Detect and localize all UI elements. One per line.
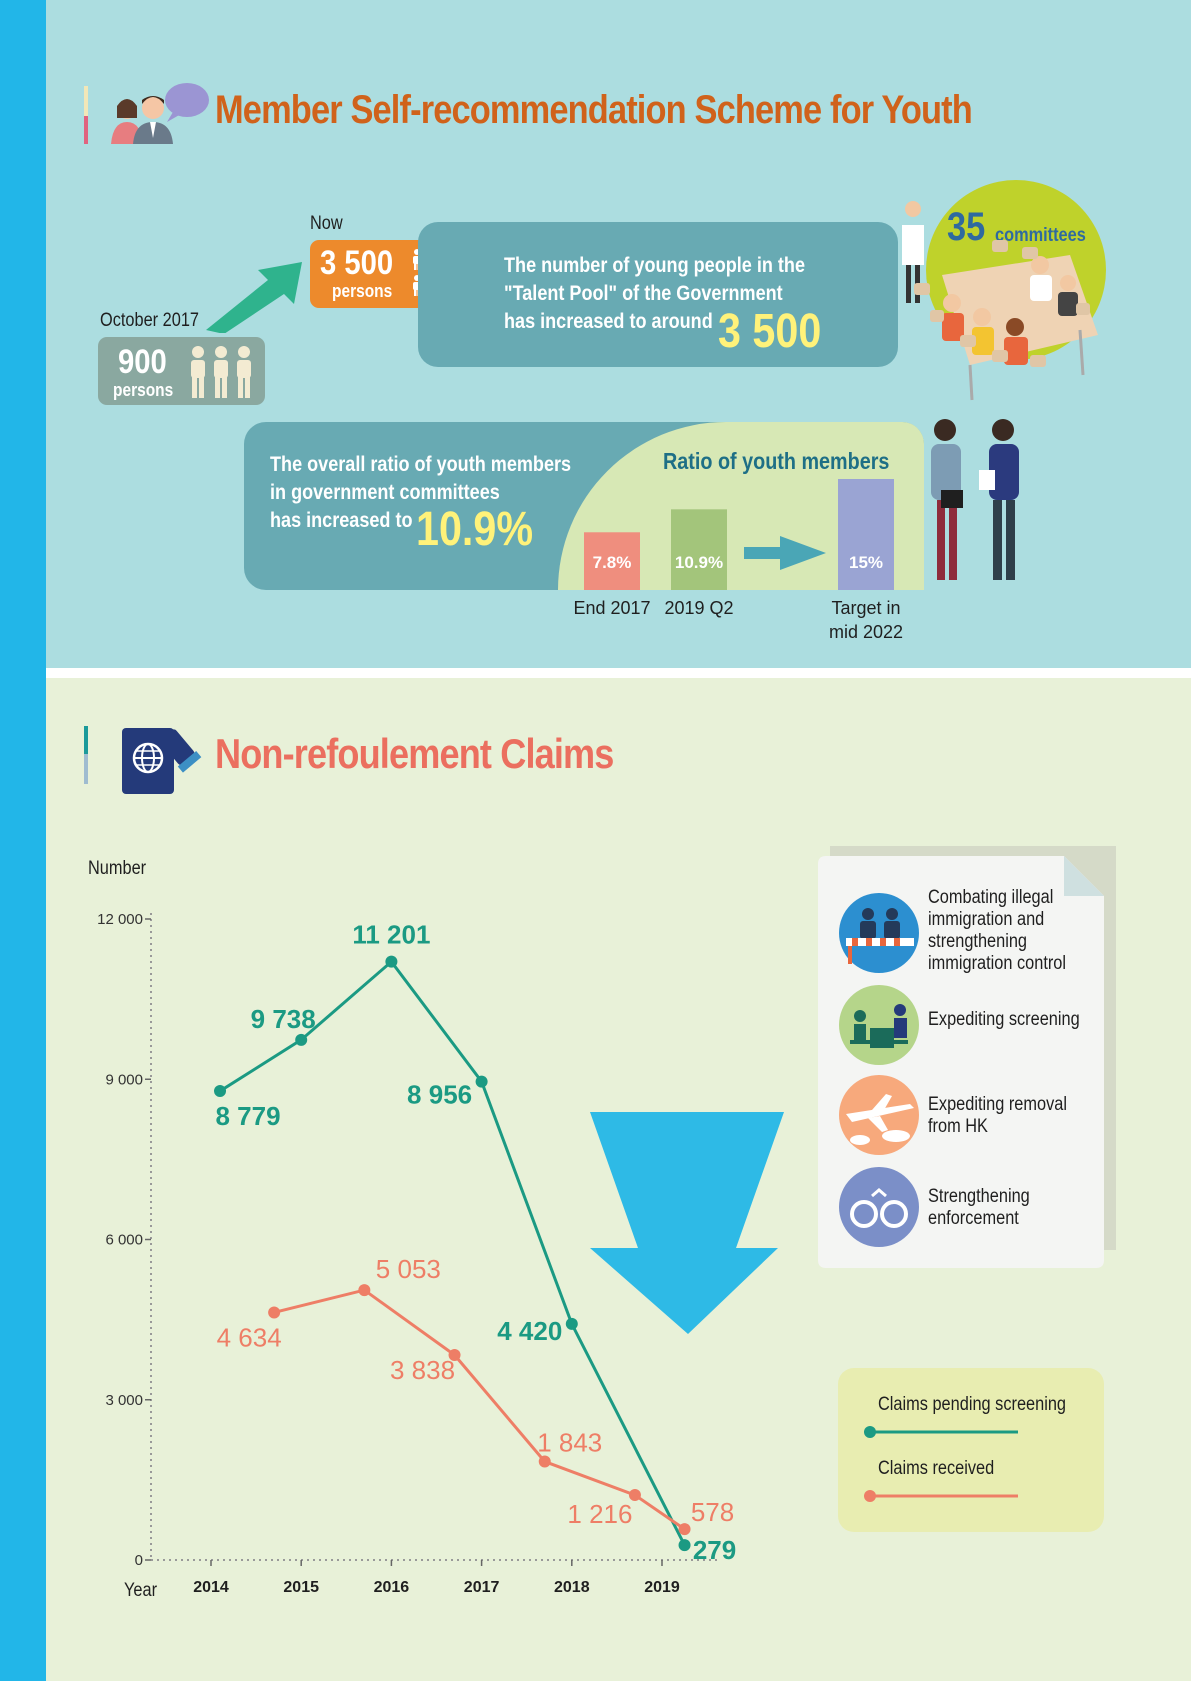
two-people-illustration xyxy=(931,419,1019,580)
y-axis-title: Number xyxy=(88,858,147,879)
x-tick-label: 2014 xyxy=(193,1579,229,1596)
now-unit: persons xyxy=(332,281,393,301)
passport-icon xyxy=(122,728,202,794)
series-1-point-3 xyxy=(538,1455,551,1468)
decrease-arrow xyxy=(590,1112,784,1334)
ratio-chart-title: Ratio of youth members xyxy=(663,448,890,474)
ratio-bar-0 xyxy=(584,532,640,590)
growth-arrow xyxy=(206,262,302,333)
x-axis-title: Year xyxy=(124,1580,158,1601)
section2-title: Non-refoulement Claims xyxy=(215,730,614,777)
ratio-bar-1 xyxy=(671,509,727,590)
legend-received-line xyxy=(864,1490,1018,1502)
section1-title: Member Self-recommendation Scheme for Yo… xyxy=(215,88,973,132)
legend-pending-label: Claims pending screening xyxy=(878,1394,1067,1415)
screening-icon xyxy=(839,985,919,1065)
title-marker-bottom xyxy=(84,116,88,144)
series-0-label-2: 11 201 xyxy=(352,920,430,950)
handcuffs-icon xyxy=(839,1167,919,1247)
y-tick-label: 12 000 xyxy=(97,911,143,928)
series-1-label-4: 1 216 xyxy=(567,1499,632,1529)
committees-label: committees xyxy=(995,225,1086,246)
series-1-point-5 xyxy=(678,1523,691,1536)
series-1-label-5: 578 xyxy=(691,1497,734,1527)
title-marker-top xyxy=(84,86,88,116)
three-people-icon xyxy=(191,346,251,398)
series-0-point-0 xyxy=(214,1085,227,1098)
series-0-point-1 xyxy=(295,1033,308,1046)
ratio-bar-value-1: 10.9% xyxy=(675,553,723,572)
series-1-label-1: 5 053 xyxy=(376,1254,441,1284)
series-0-point-3 xyxy=(475,1075,488,1088)
series-1-point-4 xyxy=(628,1489,641,1502)
past-value: 900 xyxy=(118,343,167,381)
series-1-label-3: 1 843 xyxy=(537,1428,602,1458)
talent-line3: has increased to around xyxy=(504,310,713,333)
x-tick-label: 2015 xyxy=(283,1579,319,1596)
legend-box xyxy=(838,1368,1104,1532)
y-tick-label: 0 xyxy=(135,1552,143,1569)
series-line-1 xyxy=(273,1288,686,1531)
series-1-point-0 xyxy=(268,1306,281,1319)
committees-value: 35 xyxy=(947,205,986,249)
series-0-label-5: 279 xyxy=(693,1535,736,1565)
ratio-bar-chart: 7.8% 10.9% 15% End 2017 2019 Q2 Target in mid … xyxy=(573,479,903,642)
y-tick-label: 6 000 xyxy=(105,1232,143,1249)
title2-marker-top xyxy=(84,726,88,754)
series-1-point-2 xyxy=(448,1348,461,1361)
past-unit: persons xyxy=(113,380,174,400)
airplane-icon xyxy=(839,1075,919,1155)
title2-marker-bottom xyxy=(84,754,88,784)
ratio-value: 10.9% xyxy=(416,503,534,556)
meeting-illustration xyxy=(902,201,1098,401)
past-label: October 2017 xyxy=(100,310,200,331)
now-label: Now xyxy=(310,213,343,234)
ratio-line1: The overall ratio of youth members xyxy=(270,453,572,476)
series-0-label-1: 9 738 xyxy=(251,1004,316,1034)
series-0-point-5 xyxy=(678,1539,691,1552)
measure-1-label: Combating illegal immigration and streng… xyxy=(928,887,1067,974)
legend-pending-line xyxy=(864,1426,1018,1438)
claims-line-chart: 0 3 000 6 000 9 000 12 000 2014 2015 2016 2017 20… xyxy=(97,911,736,1596)
ratio-line2: in government committees xyxy=(270,481,500,504)
series-1-label-2: 3 838 xyxy=(390,1355,455,1385)
series-1-label-0: 4 634 xyxy=(217,1322,282,1352)
series-1-point-1 xyxy=(358,1284,371,1297)
measure-2-label: Expediting screening xyxy=(928,1009,1080,1030)
x-tick-label: 2019 xyxy=(644,1579,680,1596)
x-tick-label: 2018 xyxy=(554,1579,590,1596)
series-0-label-0: 8 779 xyxy=(215,1101,280,1131)
measure-3-label: Expediting removal from HK xyxy=(928,1094,1067,1137)
legend-received-label: Claims received xyxy=(878,1458,995,1479)
y-tick-label: 3 000 xyxy=(105,1392,143,1409)
ratio-bar-value-0: 7.8% xyxy=(593,553,632,572)
series-0-point-4 xyxy=(565,1317,578,1330)
talent-value: 3 500 xyxy=(718,305,822,358)
measure-4-label: Strengthening enforcement xyxy=(928,1186,1030,1229)
ratio-line3: has increased to xyxy=(270,509,413,532)
series-0-point-2 xyxy=(385,955,398,968)
talent-line2: "Talent Pool" of the Government xyxy=(504,282,783,305)
people-speech-icon xyxy=(111,83,209,144)
talent-line1: The number of young people in the xyxy=(504,254,805,277)
ratio-cat-0: End 2017 xyxy=(573,598,650,618)
section-divider xyxy=(46,668,1191,678)
left-accent-bar xyxy=(0,0,46,1681)
series-line-0 xyxy=(219,959,686,1546)
x-tick-label: 2016 xyxy=(374,1579,410,1596)
ratio-bar-value-2: 15% xyxy=(849,553,883,572)
x-tick-label: 2017 xyxy=(464,1579,500,1596)
ratio-trend-arrow xyxy=(744,536,826,570)
ratio-bar-2 xyxy=(838,479,894,590)
series-0-label-3: 8 956 xyxy=(407,1080,472,1110)
y-tick-label: 9 000 xyxy=(105,1071,143,1088)
ratio-cat-2: Target in mid 2022 xyxy=(829,598,903,642)
talent-pool-box xyxy=(418,222,898,367)
now-value: 3 500 xyxy=(320,244,394,282)
immigration-control-icon xyxy=(839,893,919,973)
ratio-cat-1: 2019 Q2 xyxy=(664,598,733,618)
series-0-label-4: 4 420 xyxy=(497,1316,562,1346)
